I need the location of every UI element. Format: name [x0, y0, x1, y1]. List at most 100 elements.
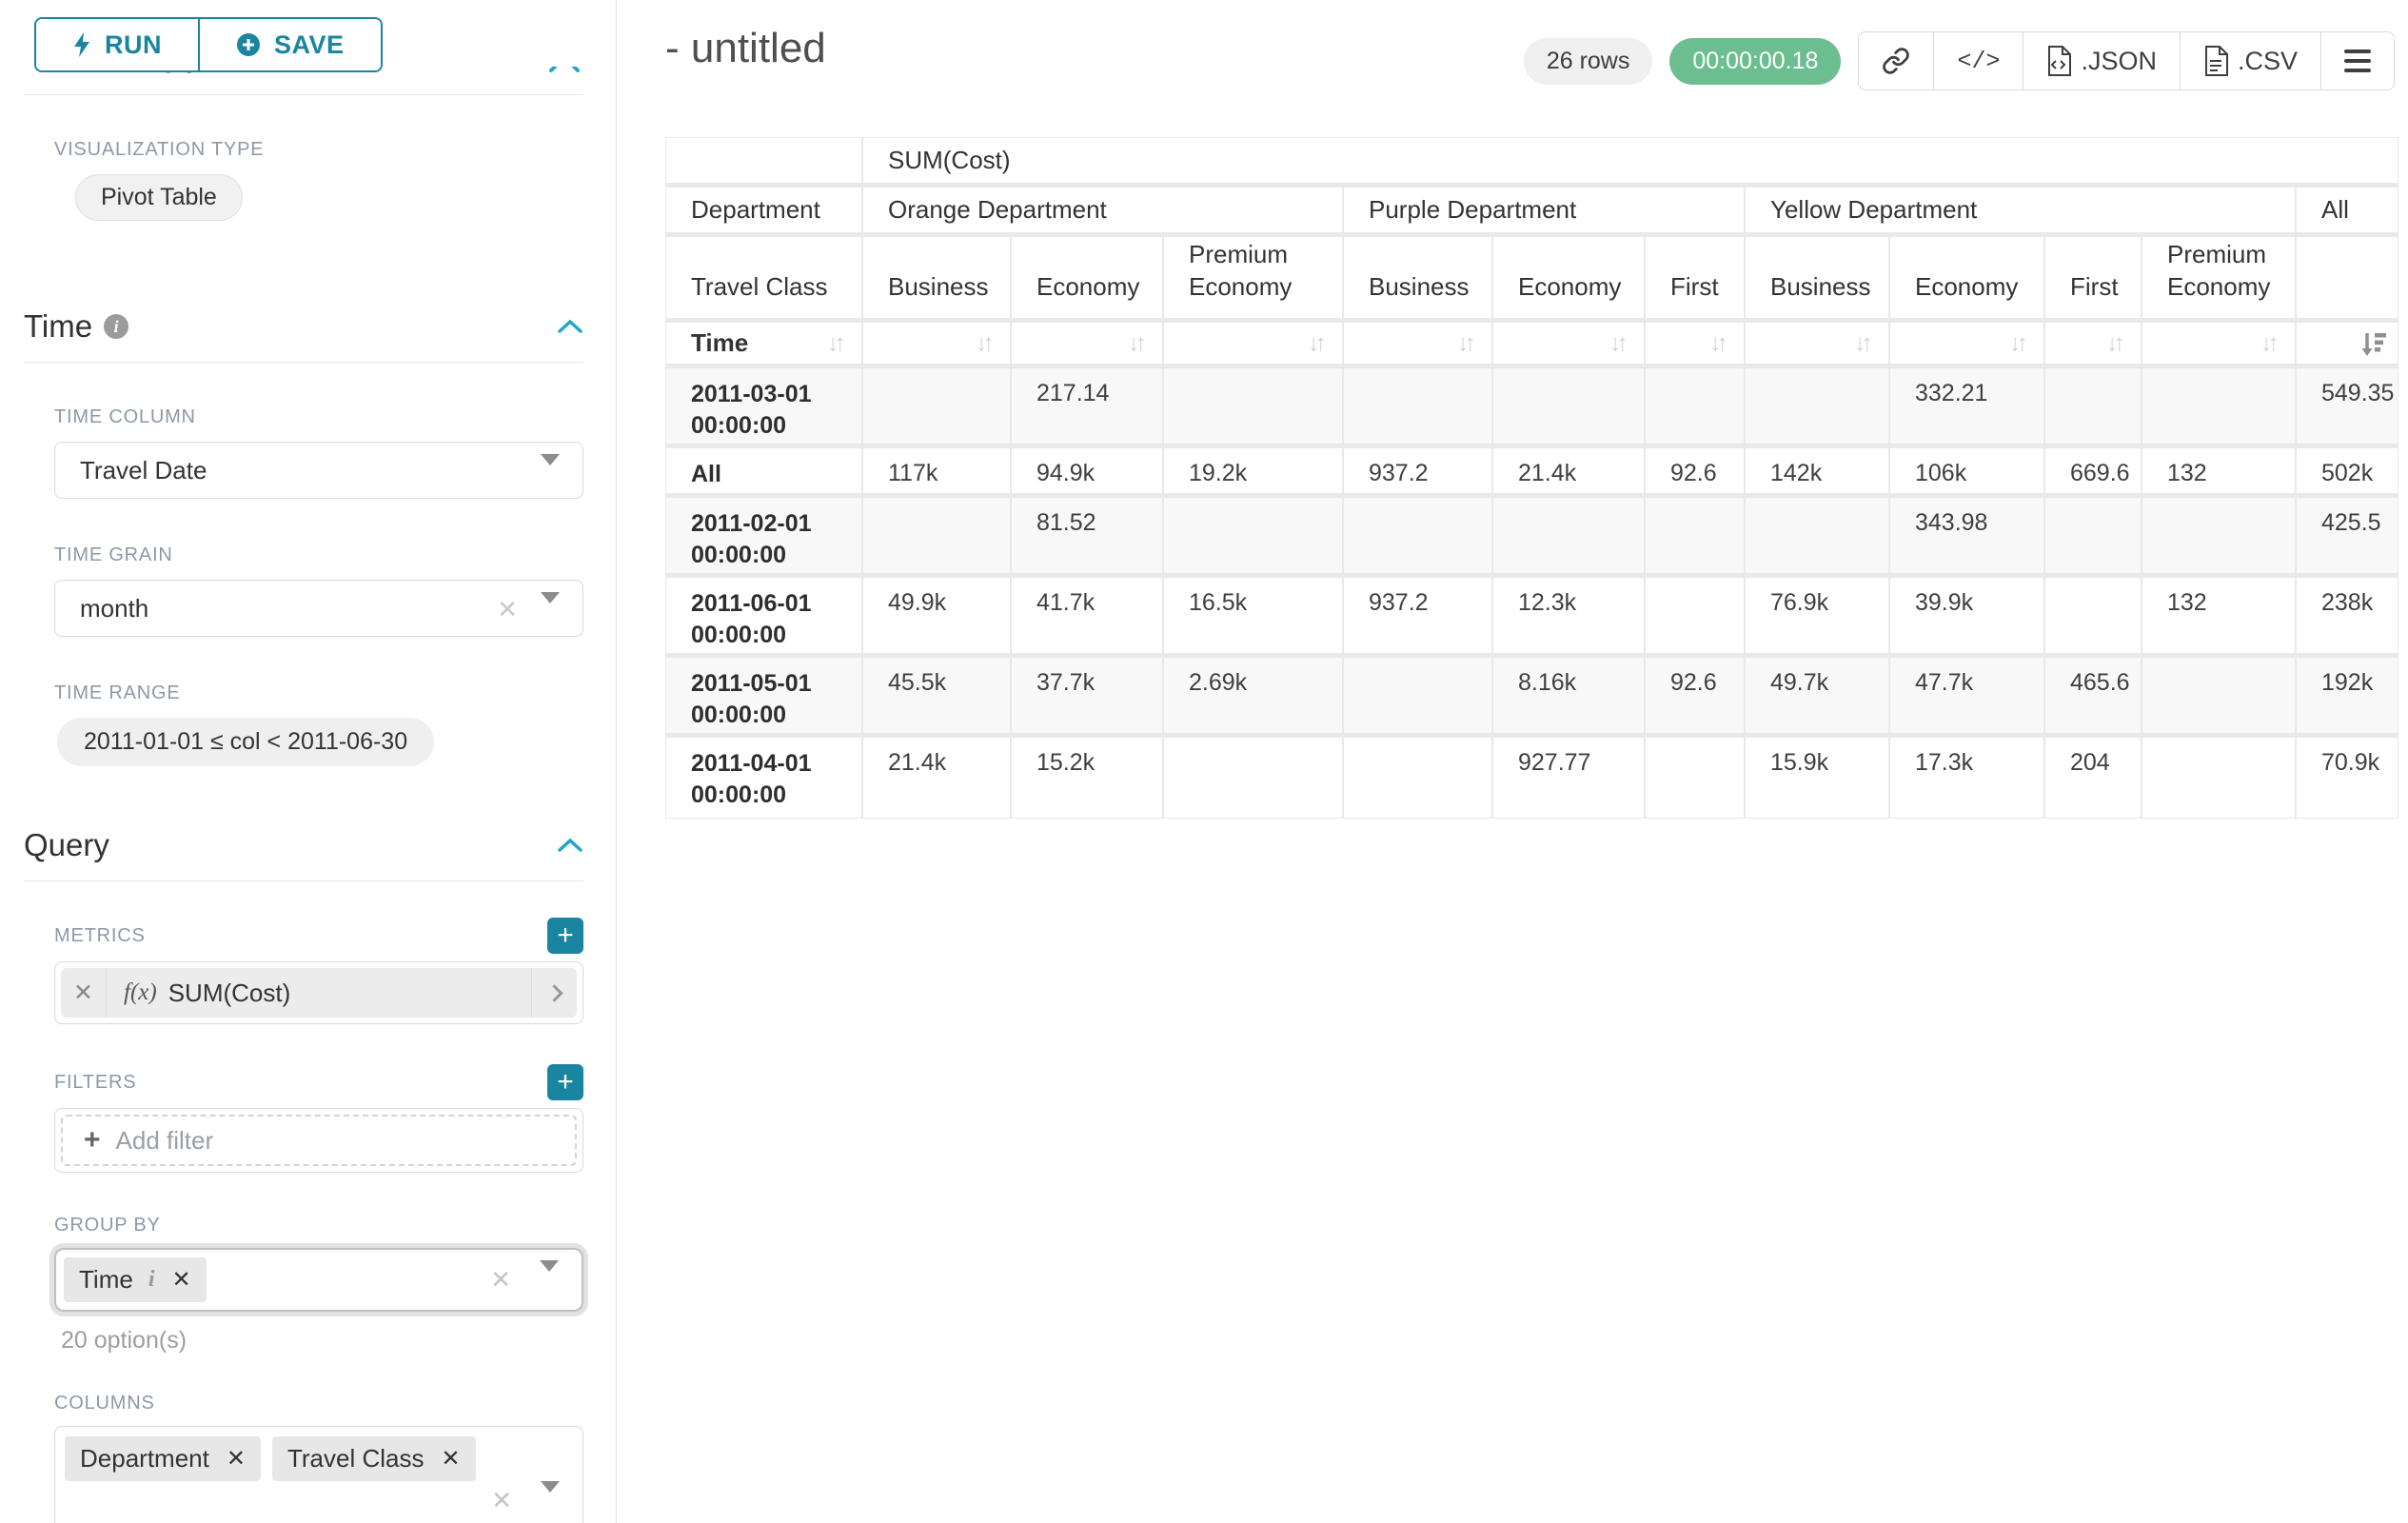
time-section-title: Time	[24, 308, 93, 344]
info-icon: i	[104, 314, 129, 339]
fx-icon: f(x)	[124, 979, 157, 1005]
pivot-value-cell: 132	[2142, 578, 2297, 658]
pivot-value-cell: 92.6	[1646, 448, 1746, 498]
result-toolbar: 26 rows 00:00:00.18 </> .JSON .	[1523, 31, 2395, 90]
pivot-data-row: All 117k 94.9k 19.2k 937.2 21.4k 92.6 142k 106k 6…	[666, 448, 2398, 498]
clear-icon[interactable]: ✕	[491, 1486, 512, 1514]
remove-tag-icon[interactable]: ✕	[441, 1446, 461, 1472]
pivot-value-cell	[1164, 738, 1344, 818]
more-menu-button[interactable]	[2320, 32, 2394, 89]
query-timer-badge: 00:00:00.18	[1669, 37, 1842, 85]
group-by-tag: Time i ✕	[64, 1257, 207, 1302]
sort-toggle-icon[interactable]: ↓↑	[1854, 329, 1873, 356]
pivot-data-row: 2011-03-01 00:00:00 217.14 332.21 549.35	[666, 368, 2398, 448]
time-range-label: TIME RANGE	[54, 682, 181, 703]
time-grain-select[interactable]: month ✕	[54, 580, 583, 637]
sort-desc-icon[interactable]	[2359, 329, 2388, 358]
pivot-value-cell: 94.9k	[1012, 448, 1164, 498]
columns-tag: Department ✕	[65, 1436, 261, 1481]
code-icon: </>	[1957, 47, 2001, 75]
pivot-data-row: 2011-02-01 00:00:00 81.52 343.98 425.5	[666, 498, 2398, 578]
chart-title[interactable]: - untitled	[665, 25, 826, 71]
export-button-group: </> .JSON .CSV	[1858, 31, 2395, 90]
collapse-time-chevron-up-icon[interactable]	[557, 319, 583, 334]
pivot-value-cell	[1344, 368, 1493, 448]
expand-metric-button[interactable]	[531, 968, 577, 1018]
run-button[interactable]: RUN	[36, 19, 198, 70]
pivot-value-cell	[1493, 498, 1646, 578]
time-column-value: Travel Date	[80, 455, 207, 485]
pivot-class-header: Premium Economy	[2142, 237, 2297, 323]
visualization-type-pill[interactable]: Pivot Table	[75, 174, 243, 221]
pivot-value-cell: 192k	[2297, 658, 2398, 738]
pivot-value-cell: 92.6	[1646, 658, 1746, 738]
clear-icon[interactable]: ✕	[490, 1265, 511, 1294]
time-column-label: TIME COLUMN	[54, 406, 196, 427]
pivot-value-cell: 927.77	[1493, 738, 1646, 818]
columns-tag: Travel Class ✕	[271, 1436, 476, 1481]
pivot-sort-cell	[2297, 323, 2398, 368]
sort-toggle-icon[interactable]: ↓↑	[2009, 329, 2028, 356]
export-json-button[interactable]: .JSON	[2023, 32, 2180, 89]
group-by-select[interactable]: Time i ✕ ✕	[54, 1248, 583, 1312]
pivot-value-cell: 41.7k	[1012, 578, 1164, 658]
export-csv-button[interactable]: .CSV	[2179, 32, 2320, 89]
sort-toggle-icon[interactable]: ↓↑	[2260, 329, 2280, 356]
remove-tag-icon[interactable]: ✕	[171, 1267, 191, 1293]
columns-select[interactable]: Department ✕ Travel Class ✕ ✕	[54, 1426, 583, 1523]
time-column-select[interactable]: Travel Date	[54, 442, 583, 499]
caret-down-icon	[541, 454, 560, 495]
metrics-container: ✕ f(x) SUM(Cost)	[54, 961, 583, 1024]
time-section-header: Time i	[24, 308, 583, 345]
pivot-department-header: Orange Department	[863, 188, 1344, 237]
pivot-metric-header: SUM(Cost)	[863, 138, 2398, 188]
collapse-query-chevron-up-icon[interactable]	[557, 838, 583, 853]
sort-toggle-icon[interactable]: ↓↑	[1709, 329, 1728, 356]
filters-label: FILTERS	[54, 1071, 137, 1093]
metric-pill[interactable]: ✕ f(x) SUM(Cost)	[61, 968, 577, 1018]
caret-down-icon[interactable]	[541, 1480, 560, 1510]
add-metric-button[interactable]: +	[547, 918, 583, 954]
pivot-row-label: 2011-03-01 00:00:00	[666, 368, 863, 448]
time-range-pill[interactable]: 2011-01-01 ≤ col < 2011-06-30	[57, 718, 435, 766]
sort-toggle-icon[interactable]: ↓↑	[1128, 329, 1147, 356]
menu-icon	[2344, 49, 2371, 72]
pivot-value-cell	[2142, 738, 2297, 818]
pivot-value-cell	[1344, 498, 1493, 578]
remove-metric-icon[interactable]: ✕	[61, 968, 107, 1018]
metric-name: SUM(Cost)	[168, 978, 291, 1007]
pivot-value-cell	[1164, 498, 1344, 578]
pivot-value-cell	[1646, 738, 1746, 818]
add-filter-button[interactable]: + Add filter	[61, 1115, 577, 1166]
sort-toggle-icon[interactable]: ↓↑	[2106, 329, 2125, 356]
sort-toggle-icon[interactable]: ↓↑	[1457, 329, 1476, 356]
pivot-class-header: Premium Economy	[1164, 237, 1344, 323]
sort-toggle-icon[interactable]: ↓↑	[1308, 329, 1327, 356]
sort-toggle-icon[interactable]: ↓↑	[1609, 329, 1628, 356]
time-grain-value: month	[80, 593, 149, 623]
pivot-value-cell	[1746, 368, 1890, 448]
panel-scroll-area: VISUALIZATION TYPE Pivot Table Time i TI…	[0, 0, 616, 1523]
pivot-class-header: Business	[1746, 237, 1890, 323]
pivot-class-header: Economy	[1493, 237, 1646, 323]
embed-code-button[interactable]: </>	[1933, 32, 2023, 89]
pivot-row-label: All	[666, 448, 863, 498]
control-panel: Chart Type RUN SAVE VISUALIZATION TYPE P…	[0, 0, 617, 1523]
group-by-tag-label: Time	[79, 1265, 133, 1294]
plus-circle-icon	[236, 32, 261, 57]
save-button[interactable]: SAVE	[198, 19, 381, 70]
filters-field-row: FILTERS +	[54, 1064, 583, 1100]
pivot-value-cell: 217.14	[1012, 368, 1164, 448]
sort-toggle-icon[interactable]: ↓↑	[827, 329, 846, 356]
pivot-value-cell: 45.5k	[863, 658, 1012, 738]
caret-down-icon[interactable]	[540, 1259, 559, 1289]
add-filter-plus-button[interactable]: +	[547, 1064, 583, 1100]
clear-icon[interactable]: ✕	[497, 595, 518, 623]
sort-toggle-icon[interactable]: ↓↑	[976, 329, 995, 356]
filters-container: + Add filter	[54, 1108, 583, 1173]
pivot-value-cell	[2142, 368, 2297, 448]
json-file-icon	[2046, 46, 2072, 76]
remove-tag-icon[interactable]: ✕	[226, 1446, 246, 1472]
pivot-sort-cell: ↓↑	[2142, 323, 2297, 368]
copy-link-button[interactable]	[1859, 32, 1934, 89]
